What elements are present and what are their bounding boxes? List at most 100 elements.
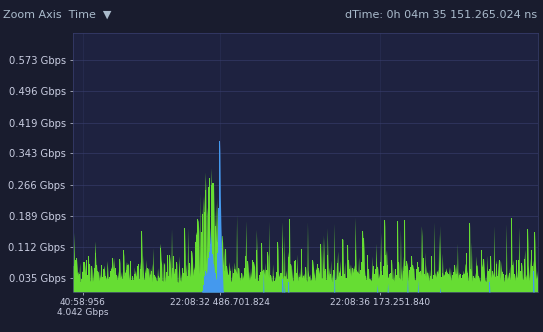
Bar	[232, 280, 233, 292]
Bar	[289, 218, 290, 292]
Bar	[370, 281, 371, 292]
Bar	[532, 266, 533, 292]
Bar	[425, 276, 426, 292]
Bar	[513, 282, 514, 292]
Bar	[414, 280, 415, 292]
Bar	[295, 260, 296, 292]
Bar	[396, 275, 397, 292]
Bar	[437, 272, 438, 292]
Bar	[325, 269, 326, 292]
Bar	[222, 235, 223, 292]
Bar	[275, 280, 276, 292]
Bar	[138, 264, 139, 292]
Bar	[478, 276, 479, 292]
Bar	[469, 223, 470, 292]
Bar	[182, 268, 183, 292]
Bar	[387, 265, 388, 292]
Bar	[397, 221, 398, 292]
Bar	[528, 274, 529, 292]
Bar	[487, 255, 488, 292]
Bar	[371, 256, 372, 292]
Bar	[314, 281, 315, 292]
Bar	[503, 274, 504, 292]
Bar	[496, 264, 497, 292]
Bar	[204, 277, 205, 292]
Bar	[422, 259, 424, 292]
Bar	[106, 261, 108, 292]
Bar	[333, 270, 334, 292]
Bar	[309, 277, 310, 292]
Bar	[438, 274, 439, 292]
Bar	[139, 279, 140, 292]
Bar	[205, 190, 206, 292]
Bar	[113, 257, 115, 292]
Bar	[203, 285, 204, 292]
Bar	[212, 183, 213, 292]
Bar	[424, 274, 425, 292]
Bar	[489, 282, 490, 292]
Bar	[161, 264, 162, 292]
Bar	[209, 252, 210, 292]
Bar	[383, 266, 384, 292]
Bar	[173, 256, 174, 292]
Bar	[187, 276, 188, 292]
Bar	[105, 276, 106, 292]
Bar	[430, 276, 431, 292]
Bar	[213, 264, 214, 292]
Bar	[476, 266, 477, 292]
Bar	[410, 267, 411, 292]
Bar	[98, 281, 99, 292]
Bar	[372, 266, 374, 292]
Bar	[332, 282, 333, 292]
Bar	[230, 272, 231, 292]
Bar	[502, 272, 503, 292]
Bar	[506, 274, 507, 292]
Bar	[376, 265, 377, 292]
Bar	[363, 238, 364, 292]
Bar	[154, 276, 155, 292]
Bar	[214, 226, 216, 292]
Bar	[149, 274, 150, 292]
Bar	[520, 271, 521, 292]
Bar	[305, 267, 306, 292]
Bar	[204, 212, 205, 292]
Bar	[119, 259, 120, 292]
Bar	[129, 280, 130, 292]
Bar	[427, 273, 428, 292]
Bar	[362, 231, 363, 292]
Bar	[240, 282, 241, 292]
Bar	[206, 270, 207, 292]
Bar	[153, 273, 154, 292]
Bar	[83, 262, 84, 292]
Bar	[518, 260, 519, 292]
Bar	[354, 269, 355, 292]
Bar	[88, 256, 89, 292]
Bar	[455, 276, 456, 292]
Bar	[367, 255, 368, 292]
Bar	[132, 276, 133, 292]
Bar	[432, 279, 433, 292]
Bar	[418, 267, 419, 292]
Bar	[531, 250, 532, 292]
Bar	[75, 261, 76, 292]
Bar	[124, 276, 125, 292]
Bar	[280, 273, 281, 292]
Bar	[428, 281, 430, 292]
Bar	[377, 267, 378, 292]
Bar	[91, 266, 92, 292]
Bar	[519, 282, 520, 292]
Bar	[108, 279, 109, 292]
Bar	[420, 271, 421, 292]
Bar	[378, 273, 380, 292]
Bar	[122, 279, 123, 292]
Bar	[102, 278, 103, 292]
Bar	[172, 269, 173, 292]
Bar	[366, 280, 367, 292]
Bar	[125, 273, 126, 292]
Bar	[369, 279, 370, 292]
Bar	[112, 258, 113, 292]
Bar	[282, 280, 283, 292]
Bar	[318, 269, 319, 292]
Bar	[434, 276, 435, 292]
Bar	[218, 208, 219, 292]
